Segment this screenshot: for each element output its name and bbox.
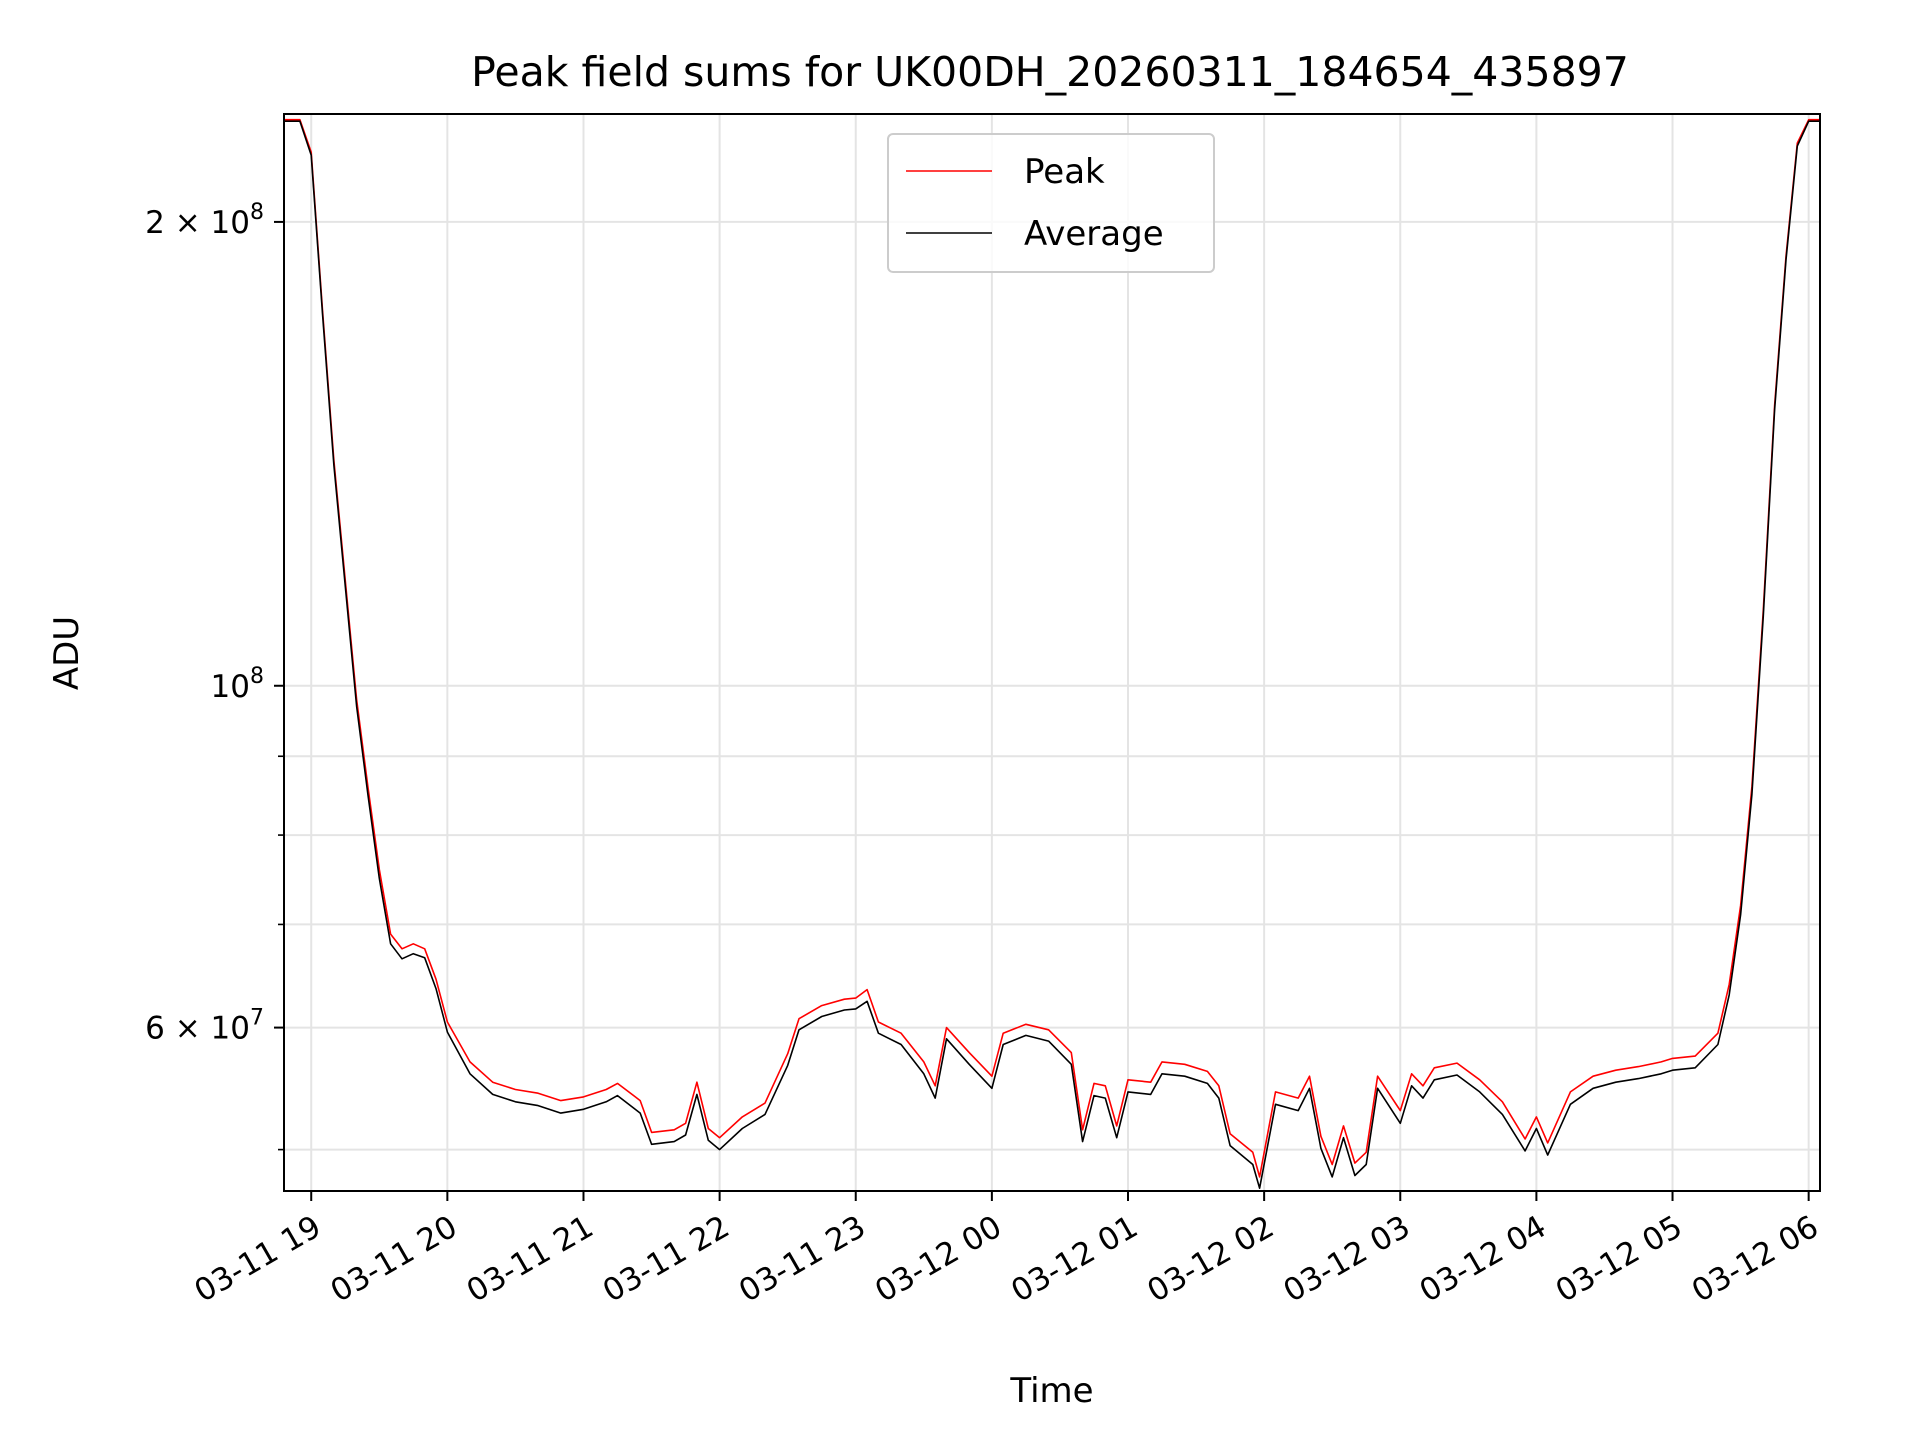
y-tick-label: 108: [211, 664, 264, 705]
series-line-average: [284, 120, 1820, 1189]
y-tick-label: 6 × 107: [145, 1006, 264, 1047]
legend-box: [887, 133, 1215, 273]
chart-title: Peak field sums for UK00DH_20260311_1846…: [471, 48, 1629, 96]
y-axis-label: ADU: [47, 616, 87, 690]
legend-label-average: Average: [1024, 214, 1164, 254]
legend: Peak Average: [887, 133, 1215, 273]
plot-frame: [283, 113, 1821, 1192]
grid: [284, 114, 1820, 1191]
x-axis-label: Time: [1009, 1371, 1093, 1411]
plot-lines: [284, 118, 1820, 1189]
y-tick-label: 2 × 108: [145, 200, 264, 241]
y-axis: 2 × 108 108 6 × 107: [145, 200, 284, 1151]
legend-label-peak: Peak: [1024, 152, 1105, 192]
series-line-peak: [284, 118, 1820, 1178]
